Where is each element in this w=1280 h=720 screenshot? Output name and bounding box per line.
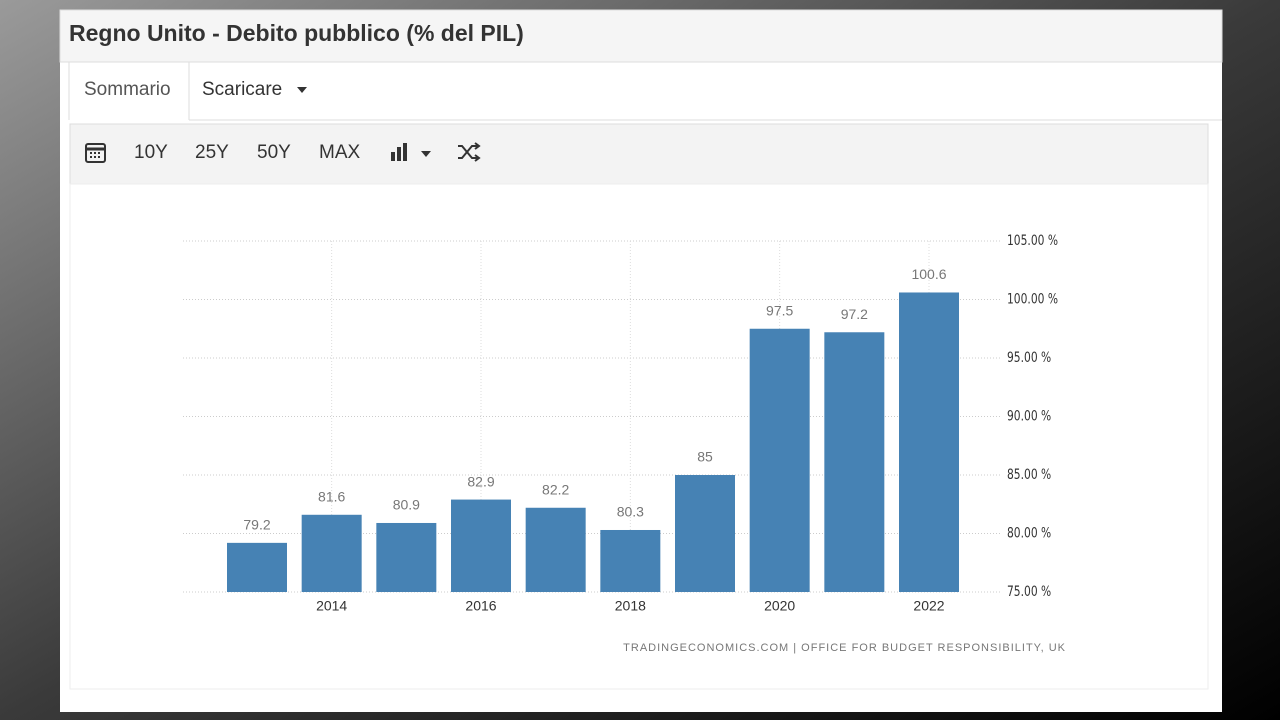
value-label: 97.5 [766,302,793,318]
range-button[interactable]: 10Y [134,142,168,163]
bar [749,328,810,592]
bar [376,522,437,592]
chart-type-icon[interactable] [391,143,431,161]
caret [297,87,307,93]
tab[interactable]: Scaricare [202,79,282,100]
range-button[interactable]: MAX [319,142,361,163]
chart-panel [69,183,1209,690]
tab[interactable]: Sommario [84,79,171,100]
bar [600,529,661,592]
value-label: 82.2 [542,481,569,497]
shuffle-icon[interactable] [458,142,481,162]
y-tick-label: 75.00 % [1007,584,1051,600]
x-tick-label: 2014 [316,598,347,614]
x-tick-label: 2018 [615,598,646,614]
y-tick-label: 85.00 % [1007,467,1051,483]
bar [899,292,959,592]
y-tick-label: 100.00 % [1007,291,1058,307]
y-tick-label: 80.00 % [1007,525,1051,541]
source: TRADINGECONOMICS.COM | OFFICE FOR BUDGET… [623,642,1066,654]
title-bar [59,9,1223,63]
value-label: 80.9 [393,497,420,513]
x-tick-label: 2020 [764,598,795,614]
range-button[interactable]: 25Y [195,142,229,163]
plot: 75.00 % 80.00 % 85.00 % 90.00 % 95.00 % 100.0… [183,233,1058,614]
bar [451,499,511,592]
range-button[interactable]: 50Y [257,142,291,163]
page-title: Regno Unito - Debito pubblico (% del PIL… [69,20,524,46]
value-label: 85 [697,449,713,465]
toolbar [69,123,1209,185]
value-label: 97.2 [841,306,868,322]
bar [525,507,586,592]
x-tick-label: 2016 [465,598,496,614]
calendar-icon[interactable] [85,143,106,163]
bar [227,542,287,592]
value-label: 81.6 [318,488,345,504]
x-tick-label: 2022 [913,598,944,614]
bar [675,475,735,592]
value-label: 79.2 [243,517,270,533]
value-label: 82.9 [467,473,494,489]
value-label: 80.3 [617,504,644,520]
bar [301,514,362,592]
value-label: 100.6 [911,266,946,282]
y-tick-label: 95.00 % [1007,350,1051,366]
active-tab [68,61,190,120]
y-tick-label: 90.00 % [1007,408,1051,424]
bar [824,332,885,592]
y-tick-label: 105.00 % [1007,233,1058,249]
